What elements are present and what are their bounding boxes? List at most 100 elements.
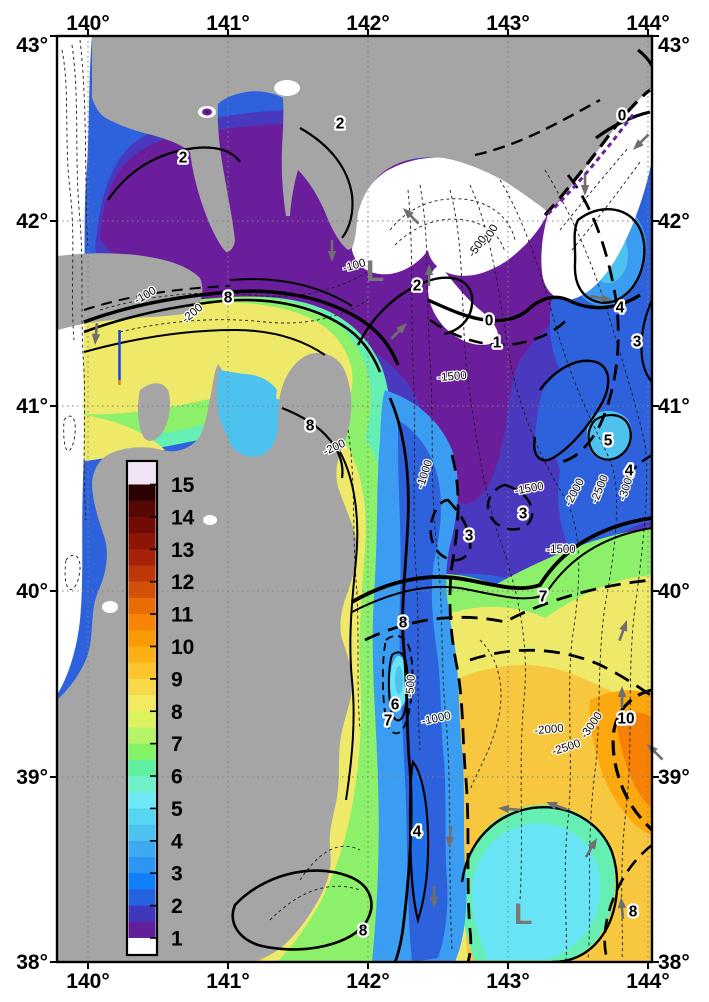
lat-tick-label-left: 41° <box>16 395 48 418</box>
lat-tick-label-left: 43° <box>16 34 48 57</box>
bathy-line <box>269 885 361 921</box>
colorbar-segment <box>128 500 156 518</box>
colorbar-segment <box>128 516 156 534</box>
lon-tick-label-bottom: 140° <box>66 970 109 993</box>
isotherm-1 <box>429 317 569 347</box>
grid-lines <box>57 36 652 962</box>
colorbar-segment <box>128 824 156 842</box>
isotherm-label: 8 <box>224 290 233 307</box>
colorbar-segment <box>128 614 156 631</box>
colorbar-tick-label: 9 <box>171 668 183 691</box>
arrow-head <box>617 686 627 697</box>
isotherm <box>356 276 474 346</box>
arrow-head <box>546 801 558 810</box>
lon-tick-label-bottom: 144° <box>626 970 669 993</box>
bathy-line <box>394 218 506 253</box>
colorbar-tick-label: 14 <box>171 506 195 529</box>
current-arrow-icon <box>445 825 455 848</box>
colorbar-tick-label: 12 <box>171 571 194 594</box>
isotherm-4 <box>620 453 652 487</box>
lon-tick-label-bottom: 143° <box>486 970 529 993</box>
isotherm-label: 4 <box>625 463 634 480</box>
low-center-markers: LL <box>366 255 532 931</box>
current-arrow-icon <box>424 264 434 286</box>
colorbar-segment <box>128 597 156 615</box>
current-arrow-icon <box>633 133 650 150</box>
isotherm-8 <box>469 648 652 698</box>
island-okushiri-dot <box>205 110 209 114</box>
colorbar-tick-label: 10 <box>171 636 194 659</box>
isotherm-6 <box>387 651 409 722</box>
colorbar-segment <box>128 695 156 712</box>
current-arrow-icon <box>546 801 568 811</box>
bathymetry-depth-label: -2000 <box>534 723 564 738</box>
bathy-line <box>571 161 641 251</box>
current-arrow-icon <box>617 897 627 920</box>
colorbar-tick-label: 11 <box>171 604 194 627</box>
current-arrow-icon <box>590 293 612 303</box>
arrow-head <box>600 293 612 303</box>
lat-tick-label-right: 41° <box>658 395 690 418</box>
bathy-line <box>61 49 75 341</box>
arrow-head <box>587 838 597 850</box>
colorbar-segment <box>128 711 156 729</box>
bathymetry-contours <box>61 39 648 961</box>
current-arrow-icon <box>327 240 337 262</box>
current-arrow-icon <box>91 322 101 345</box>
sea-mutsu-bay <box>217 370 277 453</box>
lat-tick-label-left: 42° <box>16 210 48 233</box>
bathy-line <box>71 44 87 521</box>
land-matsumae <box>58 253 203 330</box>
isotherm-label: 8 <box>306 418 315 435</box>
colorbar-segment <box>128 727 156 745</box>
colorbar-segment <box>128 646 156 664</box>
colorbar-segment <box>128 759 156 777</box>
lat-tick-label-left: 39° <box>16 766 48 789</box>
isotherm-label: 4 <box>413 824 422 841</box>
low-center-marker: L <box>514 898 532 931</box>
isotherm-label: 5 <box>604 433 613 450</box>
sea-region <box>534 358 609 459</box>
japan-sea-nodata-strip <box>57 36 92 695</box>
colorbar-segment <box>128 630 156 648</box>
lat-tick-label-left: 40° <box>16 580 48 603</box>
bathy-line <box>449 189 526 901</box>
isotherm-label: 8 <box>399 615 408 632</box>
current-arrow-icon <box>390 323 407 340</box>
isotherm-label: 0 <box>618 108 627 125</box>
colorbar-tick-label: 1 <box>171 928 183 951</box>
arrow-head <box>617 897 627 909</box>
isotherm-3 <box>640 299 652 383</box>
colorbar-tick-label: 2 <box>171 895 183 918</box>
colorbar-segment <box>128 857 156 874</box>
colorbar-segment <box>128 808 156 826</box>
lat-tick-label-right: 43° <box>658 34 690 57</box>
colorbar-tick-label: 4 <box>171 830 183 853</box>
lon-tick-label-top: 144° <box>626 12 669 35</box>
bathymetry-depth-label: -1500 <box>514 481 545 498</box>
bathy-line <box>64 554 81 590</box>
lon-tick-label-top: 141° <box>206 12 249 35</box>
current-arrow-icon <box>429 886 439 908</box>
isotherm <box>533 359 610 462</box>
isotherm-label: 3 <box>519 506 528 523</box>
colorbar-segment <box>128 565 156 583</box>
bathy-line <box>299 845 361 881</box>
isotherm-8 <box>603 843 652 962</box>
colorbar-segment <box>128 905 156 923</box>
lat-tick-label-right: 38° <box>658 951 690 974</box>
colorbar-tick-label: 5 <box>171 798 183 821</box>
lon-tick-label-bottom: 142° <box>346 970 389 993</box>
isotherm-contours <box>83 48 652 962</box>
bathymetry-depth-label: -1500 <box>437 370 467 385</box>
colorbar-tick-label: 15 <box>171 474 195 497</box>
isotherm <box>543 88 651 217</box>
colorbar-segment <box>128 662 156 680</box>
isotherm-0 <box>595 110 651 140</box>
isotherm-label: 3 <box>465 528 474 545</box>
isotherm <box>299 127 354 239</box>
plot-frame <box>55 34 654 964</box>
lat-tick-label-right: 40° <box>658 580 690 603</box>
isotherm <box>229 278 353 307</box>
isotherm-8 <box>281 406 344 479</box>
